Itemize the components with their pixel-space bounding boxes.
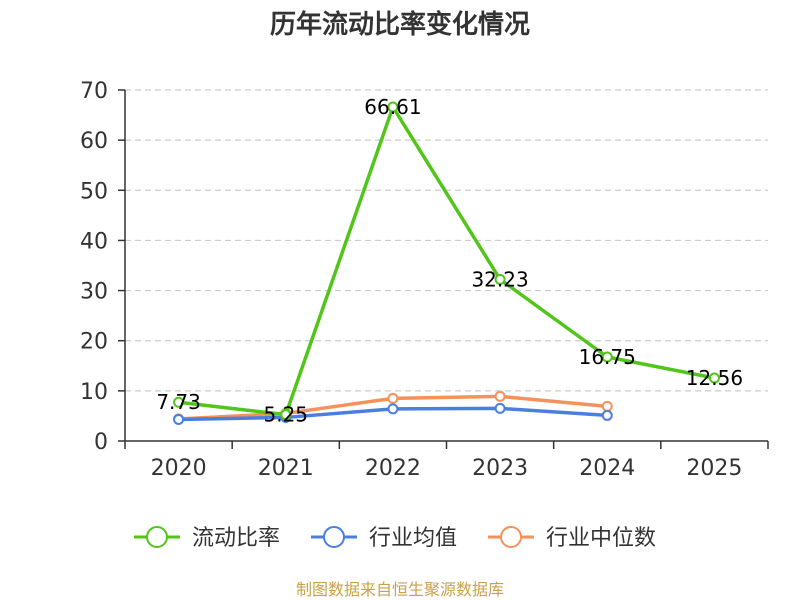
data-labels: 7.73 5.25 66.61 32.23 16.75 12.56 <box>156 95 743 427</box>
legend-label: 流动比率 <box>192 526 280 551</box>
data-point <box>708 372 720 384</box>
data-point <box>494 273 506 285</box>
data-point <box>173 396 185 408</box>
y-tick-label: 30 <box>80 280 108 305</box>
y-tick-label: 0 <box>94 430 108 455</box>
y-tick-label: 20 <box>80 330 108 355</box>
y-tick-label: 50 <box>80 179 108 204</box>
legend-label: 行业中位数 <box>546 526 656 551</box>
legend-label: 行业均值 <box>369 526 457 551</box>
y-tick-label: 60 <box>80 129 108 154</box>
source-footer: 制图数据来自恒生聚源数据库 <box>296 580 504 599</box>
data-label: 5.25 <box>263 403 308 427</box>
data-point <box>387 392 399 404</box>
data-label: 16.75 <box>579 345 636 369</box>
x-tick-label: 2020 <box>151 456 207 481</box>
series <box>173 101 720 425</box>
x-tick-label: 2022 <box>365 456 421 481</box>
data-point <box>494 402 506 414</box>
y-tick-label: 10 <box>80 380 108 405</box>
data-point <box>387 101 399 113</box>
y-tick-label: 70 <box>80 79 108 104</box>
x-tick-label: 2021 <box>258 456 314 481</box>
axes: 0 10 20 30 40 50 60 70 2020 2021 2022 2023 2024 2025 <box>80 79 769 481</box>
data-point <box>387 403 399 415</box>
data-label: 12.56 <box>686 366 743 390</box>
y-tick-label: 40 <box>80 229 108 254</box>
data-point <box>173 413 185 425</box>
legend-swatch-marker <box>146 526 168 548</box>
data-point <box>494 390 506 402</box>
data-label: 66.61 <box>364 95 421 119</box>
data-label: 7.73 <box>156 390 201 414</box>
legend: 流动比率 行业均值 行业中位数 <box>134 526 656 551</box>
legend-swatch-marker <box>500 526 522 548</box>
chart-title: 历年流动比率变化情况 <box>270 9 530 40</box>
data-point <box>601 400 613 412</box>
series-line-1 <box>178 105 715 417</box>
data-label: 32.23 <box>471 267 528 291</box>
x-tick-label: 2024 <box>579 456 635 481</box>
data-point <box>280 409 292 421</box>
grid <box>125 89 768 392</box>
data-point <box>601 409 613 421</box>
x-tick-label: 2025 <box>686 456 742 481</box>
data-point <box>601 351 613 363</box>
legend-swatch-marker <box>323 526 345 548</box>
x-tick-label: 2023 <box>472 456 528 481</box>
